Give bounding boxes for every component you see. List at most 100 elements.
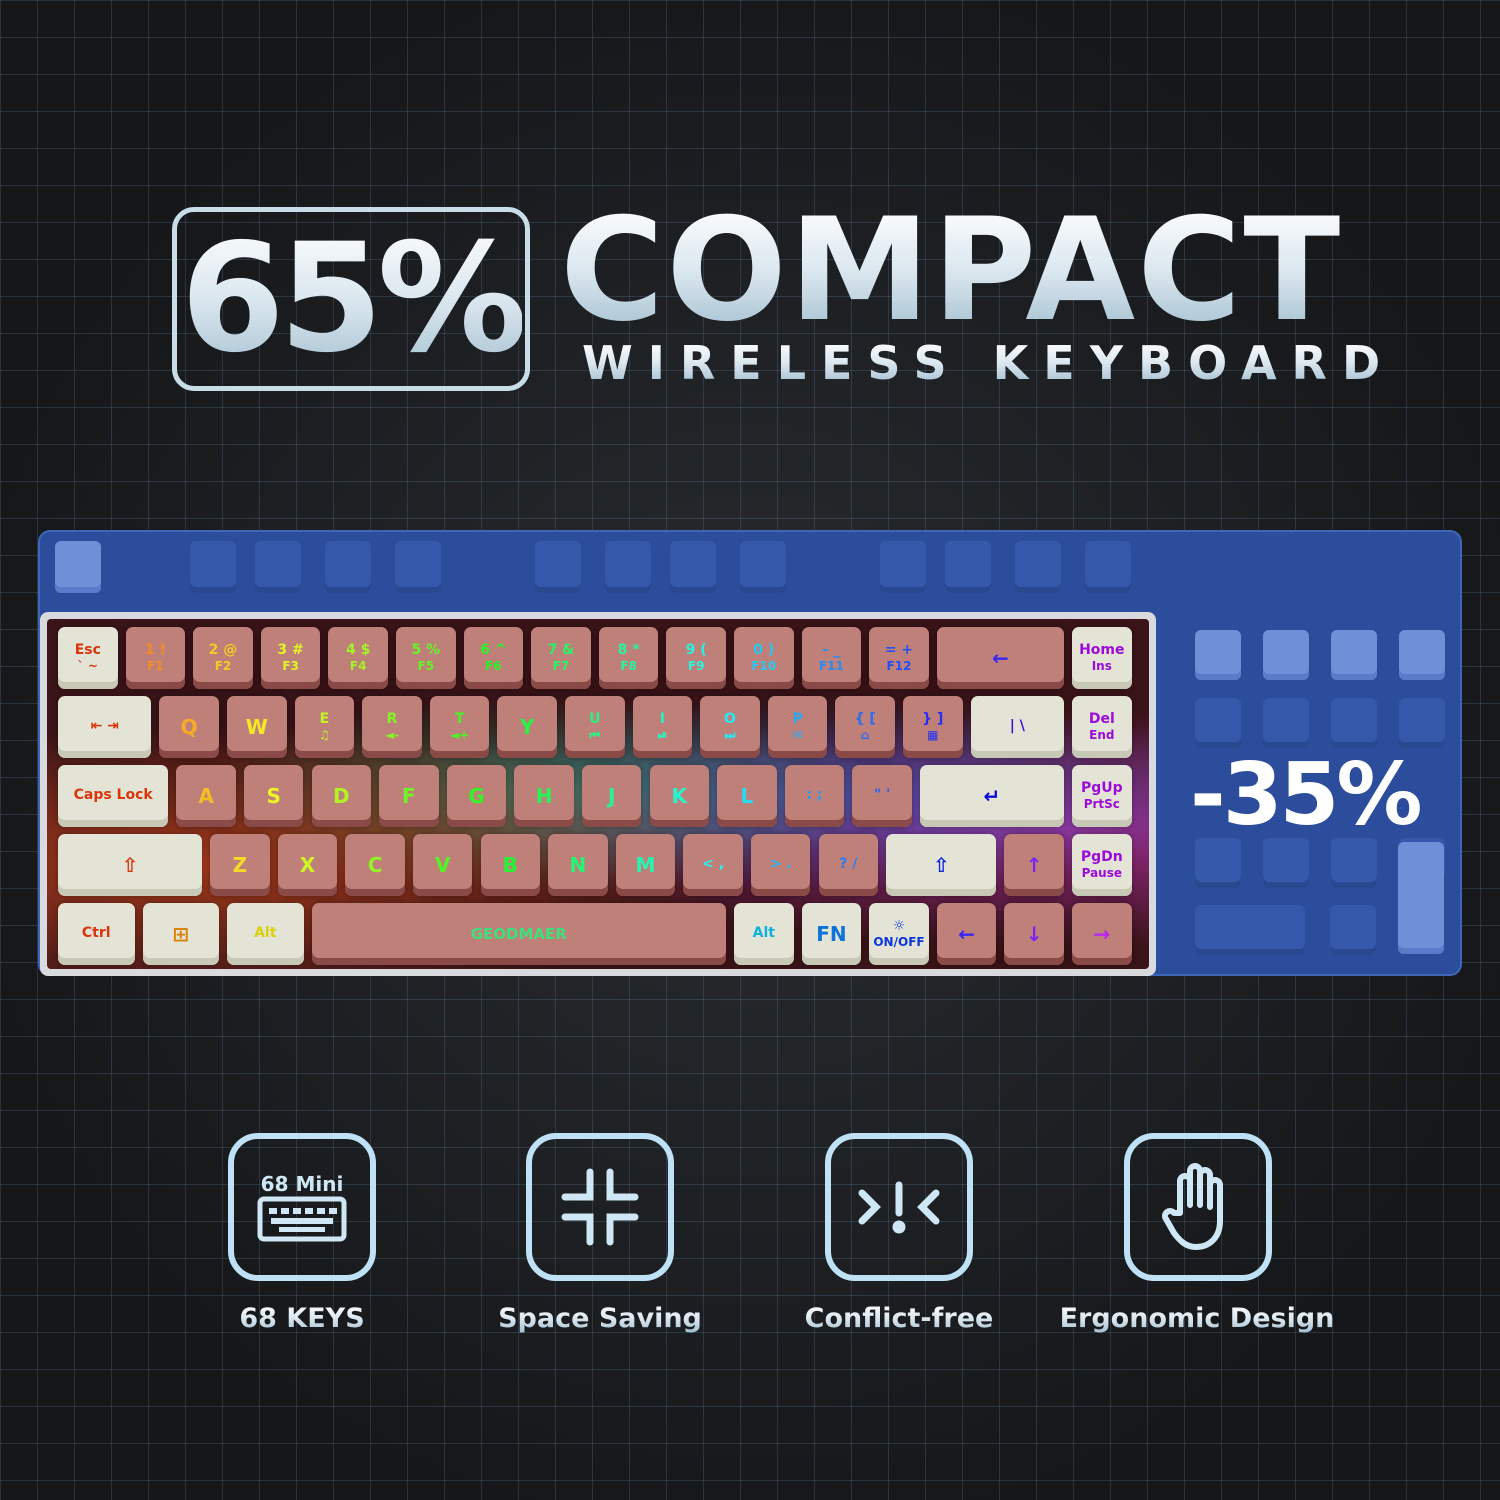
key-label: T [454, 710, 465, 727]
ghost-key [1015, 541, 1061, 593]
key-label: Esc [74, 641, 101, 658]
feature-label-space-saving: Space Saving [440, 1303, 760, 1334]
key-label: { [ [854, 710, 876, 727]
key-sublabel: ◄- [384, 728, 400, 743]
key: } ] ▦ [903, 696, 963, 758]
key: S [243, 765, 304, 827]
key-label: ☼ [892, 917, 906, 934]
key-label: 9 ( [685, 641, 707, 658]
key: F [379, 765, 439, 827]
key-label: ↓ [1025, 921, 1043, 946]
key-sublabel: F8 [620, 659, 637, 674]
ghost-key [1331, 630, 1377, 680]
key-label: : ; [806, 787, 823, 804]
key-label: ↑ [1025, 852, 1043, 877]
ghost-key [395, 541, 441, 593]
key-sublabel: ⏯ [657, 728, 668, 743]
key: ? / [818, 834, 879, 896]
spacebar-key: GEODMAER [311, 903, 726, 965]
key: 4 $ F4 [328, 627, 388, 689]
key: J [581, 765, 642, 827]
key: E ♫ [294, 696, 355, 758]
key: 8 * F8 [598, 627, 659, 689]
key-label: J [607, 783, 616, 808]
key: Home Ins [1072, 627, 1132, 689]
ghost-key [1330, 905, 1376, 955]
key-label: X [299, 852, 316, 877]
key: T ◄+ [429, 696, 490, 758]
keyboard-plate: Esc ` ~1 ! F1 2 @ F2 3 # F3 4 $ F4 5 % F5 6 ^ F6 7 & F… [47, 619, 1149, 969]
key-sublabel: F2 [214, 659, 232, 674]
key-sublabel: ON/OFF [873, 935, 925, 950]
ghost-key [945, 541, 991, 593]
ghost-key [740, 541, 786, 593]
key-label: > . [769, 856, 792, 873]
key: Alt [734, 903, 794, 965]
ghost-key [1331, 838, 1377, 888]
key: 1 ! F1 [125, 627, 186, 689]
key: R ◄- [362, 696, 422, 758]
compress-icon [561, 1168, 639, 1246]
key: 5 % F5 [396, 627, 456, 689]
key: Alt [227, 903, 304, 965]
key: - _ F11 [801, 627, 862, 689]
key: H [514, 765, 574, 827]
key-label: ⊞ [172, 921, 190, 946]
key-label: O [724, 710, 736, 727]
key: ↑ [1004, 834, 1064, 896]
key: PgUp PrtSc [1072, 765, 1132, 827]
key-sublabel: F3 [282, 659, 299, 674]
key-label: ⇤ ⇥ [90, 718, 119, 735]
key-sublabel: ✉ [792, 728, 803, 743]
ghost-key [55, 541, 101, 593]
ghost-key [1399, 630, 1445, 680]
keyboard-icon-label: 68 Mini [260, 1172, 344, 1196]
key: Esc ` ~ [58, 627, 118, 689]
key: = + F12 [869, 627, 929, 689]
hand-icon [1162, 1163, 1223, 1250]
key-label: 3 # [277, 641, 304, 658]
key: 3 # F3 [260, 627, 321, 689]
key-sublabel: F12 [886, 659, 912, 674]
ghost-key [605, 541, 651, 593]
key-label: → [1093, 921, 1111, 946]
key-label: Ctrl [81, 925, 111, 942]
key-sublabel: F5 [417, 659, 435, 674]
brand-logo: GEODMAER [470, 924, 567, 943]
key-label: Q [180, 714, 198, 739]
key-label: 5 % [411, 641, 441, 658]
headline-subtitle: WIRELESS KEYBOARD [582, 336, 1396, 390]
key-sublabel: F1 [147, 659, 164, 674]
key-label: R [386, 710, 398, 727]
key: { [⌂ [835, 696, 895, 758]
ghost-key [1195, 905, 1305, 955]
key-label: ↵ [983, 783, 1001, 808]
key-sublabel: F4 [349, 659, 367, 674]
key-label: } ] [922, 710, 944, 727]
key-label: PgDn [1080, 848, 1123, 865]
key-sublabel: ⌂ [860, 728, 870, 743]
key-label: 8 * [617, 641, 640, 658]
key: ⇤ ⇥ [58, 696, 152, 758]
ghost-key [255, 541, 301, 593]
key: W [227, 696, 287, 758]
key-label: ⇧ [121, 852, 139, 877]
key-label: H [535, 783, 553, 808]
key-label: Alt [254, 925, 277, 942]
feature-label-ergonomic: Ergonomic Design [1037, 1303, 1357, 1334]
key: Del End [1072, 696, 1132, 758]
key: ☼ ON/OFF [869, 903, 929, 965]
key: O ⏭ [700, 696, 760, 758]
key: Y [497, 696, 557, 758]
key-label: Caps Lock [73, 787, 153, 804]
key-label: 1 ! [144, 641, 166, 658]
size-reduction-label: -35% [1190, 745, 1423, 845]
key: K [649, 765, 710, 827]
ghost-key [325, 541, 371, 593]
key-label: FN [816, 921, 847, 946]
key: M [615, 834, 676, 896]
key-label: 6 ^ [480, 641, 507, 658]
key: P ✉ [767, 696, 828, 758]
ghost-key [880, 541, 926, 593]
key: B [480, 834, 541, 896]
